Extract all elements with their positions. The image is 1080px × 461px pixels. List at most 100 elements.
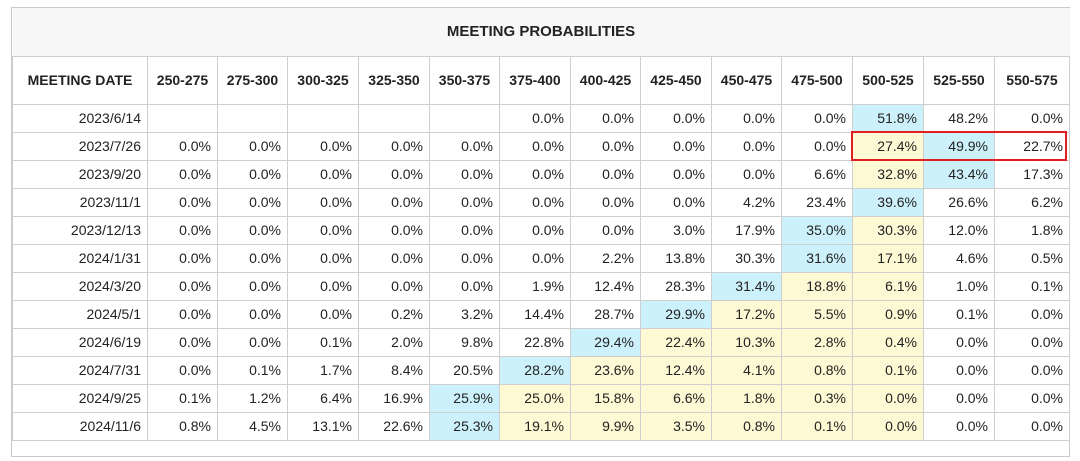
probability-cell: 12.0% bbox=[923, 215, 995, 245]
column-header-300-325: 300-325 bbox=[287, 55, 359, 105]
probability-cell: 0.0% bbox=[923, 327, 995, 357]
probability-cell: 1.8% bbox=[711, 383, 782, 413]
table-row: 2023/7/26 0.0% 0.0% 0.0% 0.0% 0.0% 0.0% 0.0% 0.0… bbox=[12, 131, 1070, 161]
column-header-350-375: 350-375 bbox=[429, 55, 500, 105]
probability-cell: 0.0% bbox=[429, 187, 500, 217]
probability-cell: 0.0% bbox=[570, 159, 641, 189]
probability-cell: 17.9% bbox=[711, 215, 782, 245]
probability-cell: 0.8% bbox=[781, 355, 853, 385]
probability-cell: 30.3% bbox=[852, 215, 924, 245]
probability-cell: 31.4% bbox=[711, 271, 782, 301]
probability-cell: 4.2% bbox=[711, 187, 782, 217]
probability-cell: 0.0% bbox=[287, 187, 359, 217]
probability-cell: 0.0% bbox=[994, 411, 1070, 441]
probability-cell: 0.0% bbox=[217, 159, 288, 189]
probability-cell: 0.0% bbox=[358, 271, 430, 301]
column-header-550-575: 550-575 bbox=[994, 55, 1070, 105]
meeting-date-cell: 2024/5/1 bbox=[12, 299, 148, 329]
probability-cell: 6.2% bbox=[994, 187, 1070, 217]
probability-cell: 25.9% bbox=[429, 383, 500, 413]
probability-cell bbox=[147, 103, 218, 133]
table-row: 2023/9/20 0.0% 0.0% 0.0% 0.0% 0.0% 0.0% 0.0% 0.0… bbox=[12, 159, 1070, 189]
probability-cell: 0.0% bbox=[147, 327, 218, 357]
probability-cell: 1.2% bbox=[217, 383, 288, 413]
probability-cell: 0.0% bbox=[147, 131, 218, 161]
probability-cell: 49.9% bbox=[923, 131, 995, 161]
probability-cell: 15.8% bbox=[570, 383, 641, 413]
probability-cell: 0.5% bbox=[994, 243, 1070, 273]
probability-cell: 28.2% bbox=[499, 355, 571, 385]
meeting-date-cell: 2024/1/31 bbox=[12, 243, 148, 273]
probability-cell: 4.6% bbox=[923, 243, 995, 273]
probability-cell: 0.1% bbox=[287, 327, 359, 357]
probability-cell: 9.8% bbox=[429, 327, 500, 357]
probability-cell: 0.4% bbox=[852, 327, 924, 357]
probability-cell: 0.0% bbox=[570, 215, 641, 245]
meeting-date-cell: 2023/6/14 bbox=[12, 103, 148, 133]
column-header-325-350: 325-350 bbox=[358, 55, 430, 105]
probability-cell: 6.6% bbox=[781, 159, 853, 189]
probability-cell: 0.0% bbox=[287, 131, 359, 161]
probability-cell: 1.9% bbox=[499, 271, 571, 301]
probability-cell: 0.0% bbox=[147, 243, 218, 273]
probability-cell: 16.9% bbox=[358, 383, 430, 413]
probability-cell: 0.0% bbox=[711, 131, 782, 161]
probability-cell: 0.3% bbox=[781, 383, 853, 413]
probability-cell: 0.0% bbox=[711, 103, 782, 133]
probability-cell: 0.8% bbox=[147, 411, 218, 441]
meeting-date-cell: 2023/7/26 bbox=[12, 131, 148, 161]
table-title: MEETING PROBABILITIES bbox=[12, 8, 1070, 57]
probability-cell: 32.8% bbox=[852, 159, 924, 189]
meeting-date-cell: 2024/3/20 bbox=[12, 271, 148, 301]
probability-cell: 0.0% bbox=[358, 215, 430, 245]
probability-cell: 0.0% bbox=[287, 215, 359, 245]
column-header-375-400: 375-400 bbox=[499, 55, 571, 105]
probability-cell bbox=[429, 103, 500, 133]
column-header-275-300: 275-300 bbox=[217, 55, 288, 105]
probability-cell: 0.0% bbox=[499, 103, 571, 133]
probability-cell: 18.8% bbox=[781, 271, 853, 301]
probability-cell: 39.6% bbox=[852, 187, 924, 217]
table-row: 2024/7/31 0.0% 0.1% 1.7% 8.4% 20.5% 28.2% 23.6%… bbox=[12, 355, 1070, 385]
probability-cell: 30.3% bbox=[711, 243, 782, 273]
probability-cell: 0.9% bbox=[852, 299, 924, 329]
probability-cell: 0.0% bbox=[287, 159, 359, 189]
probability-cell: 12.4% bbox=[570, 271, 641, 301]
probability-cell: 0.0% bbox=[994, 299, 1070, 329]
meeting-date-cell: 2023/9/20 bbox=[12, 159, 148, 189]
probability-cell: 0.1% bbox=[852, 355, 924, 385]
probability-cell: 0.0% bbox=[923, 411, 995, 441]
probability-cell: 0.1% bbox=[994, 271, 1070, 301]
meeting-date-cell: 2024/6/19 bbox=[12, 327, 148, 357]
probability-cell: 0.0% bbox=[570, 131, 641, 161]
table-row: 2024/11/6 0.8% 4.5% 13.1% 22.6% 25.3% 19.1% 9.9… bbox=[12, 411, 1070, 441]
table-row: 2023/6/14 0.0% 0.0% 0.0% 0.0% 0.0% 51.8% 48.2% 0… bbox=[12, 103, 1070, 133]
meeting-probabilities-table: MEETING PROBABILITIES MEETING DATE 250-27… bbox=[12, 8, 1070, 441]
probability-cell: 0.0% bbox=[994, 327, 1070, 357]
probability-cell: 0.0% bbox=[499, 131, 571, 161]
probability-cell: 0.8% bbox=[711, 411, 782, 441]
probability-cell: 0.0% bbox=[287, 243, 359, 273]
table-row: 2023/11/1 0.0% 0.0% 0.0% 0.0% 0.0% 0.0% 0.0% 0.0… bbox=[12, 187, 1070, 217]
probability-cell: 4.5% bbox=[217, 411, 288, 441]
probability-cell: 0.0% bbox=[147, 215, 218, 245]
probability-cell: 31.6% bbox=[781, 243, 853, 273]
probability-cell: 0.0% bbox=[994, 355, 1070, 385]
probability-cell: 27.4% bbox=[852, 131, 924, 161]
probability-cell: 0.0% bbox=[217, 215, 288, 245]
column-header-400-425: 400-425 bbox=[570, 55, 641, 105]
table-body: 2023/6/14 0.0% 0.0% 0.0% 0.0% 0.0% 51.8% 48.2% 0… bbox=[12, 103, 1070, 441]
probability-cell: 0.0% bbox=[499, 243, 571, 273]
column-header-row: MEETING DATE 250-275 275-300 300-325 325-350… bbox=[12, 55, 1070, 105]
probability-cell: 2.8% bbox=[781, 327, 853, 357]
meeting-date-cell: 2024/11/6 bbox=[12, 411, 148, 441]
probability-cell: 1.8% bbox=[994, 215, 1070, 245]
probability-cell: 20.5% bbox=[429, 355, 500, 385]
probability-cell: 0.0% bbox=[640, 131, 712, 161]
probability-cell: 0.0% bbox=[429, 159, 500, 189]
probability-cell: 0.0% bbox=[499, 187, 571, 217]
probability-cell: 0.0% bbox=[358, 131, 430, 161]
probability-cell: 0.0% bbox=[217, 299, 288, 329]
probability-cell: 0.0% bbox=[358, 187, 430, 217]
probability-cell: 0.0% bbox=[640, 159, 712, 189]
